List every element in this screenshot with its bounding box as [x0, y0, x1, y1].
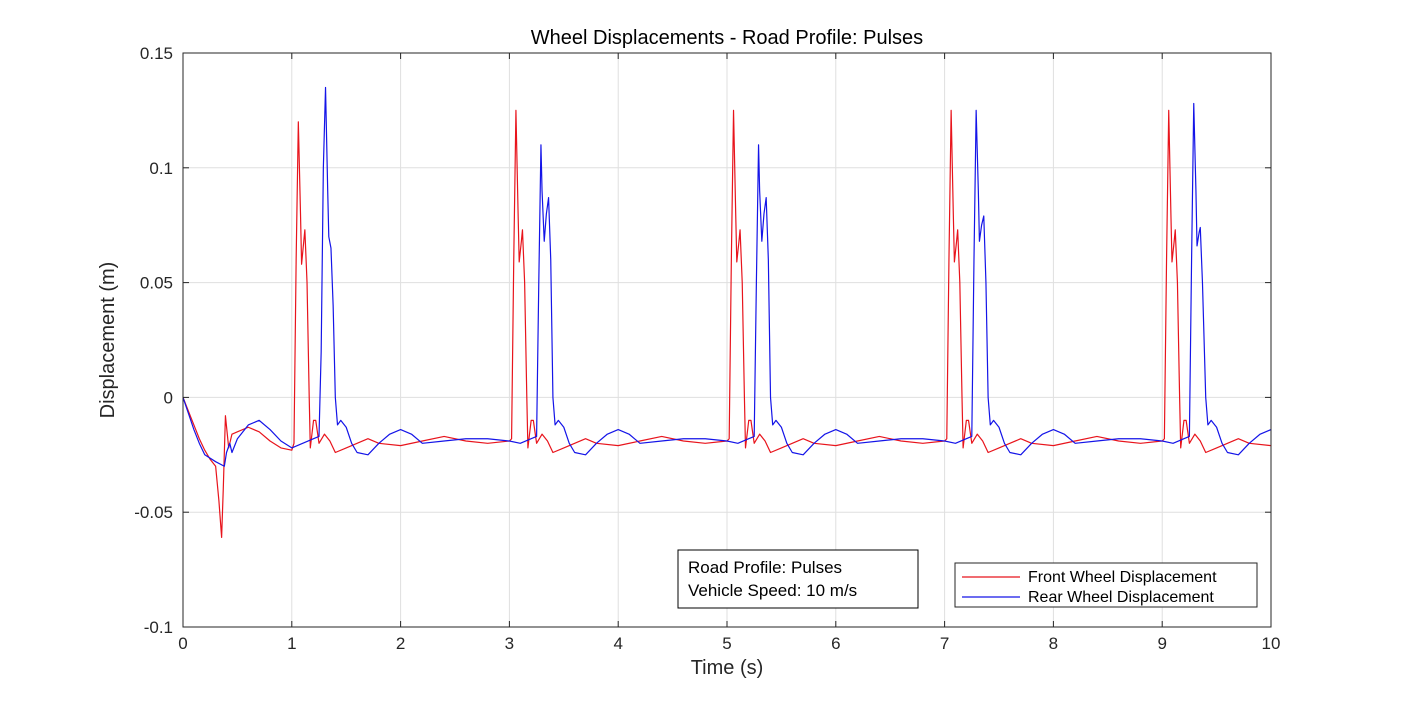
- y-tick-label: 0.15: [140, 44, 173, 63]
- x-axis-ticks: 0 1 2 3 4 5 6 7 8 9 10: [178, 53, 1280, 653]
- annotation-box: Road Profile: Pulses Vehicle Speed: 10 m…: [677, 549, 919, 609]
- annotation-frame: [677, 549, 919, 609]
- chart-title: Wheel Displacements - Road Profile: Puls…: [531, 27, 923, 49]
- x-tick-label: 1: [287, 634, 296, 653]
- annotation-vehicle-speed: Vehicle Speed: 10 m/s: [688, 581, 857, 600]
- y-tick-label: 0: [164, 388, 173, 407]
- y-axis-label: Displacement (m): [97, 262, 119, 419]
- series-layer: [182, 86, 1272, 539]
- x-axis-label: Time (s): [691, 657, 764, 679]
- legend: Front Wheel Displacement Rear Wheel Disp…: [954, 562, 1258, 608]
- y-axis-ticks: -0.1 -0.05 0 0.05 0.1 0.15: [134, 44, 1271, 637]
- x-tick-label: 9: [1157, 634, 1166, 653]
- x-tick-label: 8: [1049, 634, 1058, 653]
- x-tick-label: 7: [940, 634, 949, 653]
- y-tick-label: 0.05: [140, 274, 173, 293]
- x-tick-label: 6: [831, 634, 840, 653]
- front-wheel-displacement-line: [182, 109, 1272, 539]
- x-tick-label: 2: [396, 634, 405, 653]
- rear-wheel-displacement-line: [182, 86, 1272, 467]
- x-tick-label: 0: [178, 634, 187, 653]
- x-tick-label: 4: [613, 634, 622, 653]
- x-tick-label: 10: [1262, 634, 1281, 653]
- annotation-road-profile: Road Profile: Pulses: [688, 558, 842, 577]
- y-tick-label: -0.05: [134, 503, 173, 522]
- legend-label-front-wheel: Front Wheel Displacement: [1028, 569, 1217, 586]
- legend-label-rear-wheel: Rear Wheel Displacement: [1028, 589, 1214, 606]
- legend-frame: [954, 562, 1258, 608]
- y-tick-label: -0.1: [144, 618, 173, 637]
- x-tick-label: 5: [722, 634, 731, 653]
- x-tick-label: 3: [505, 634, 514, 653]
- y-tick-label: 0.1: [149, 159, 173, 178]
